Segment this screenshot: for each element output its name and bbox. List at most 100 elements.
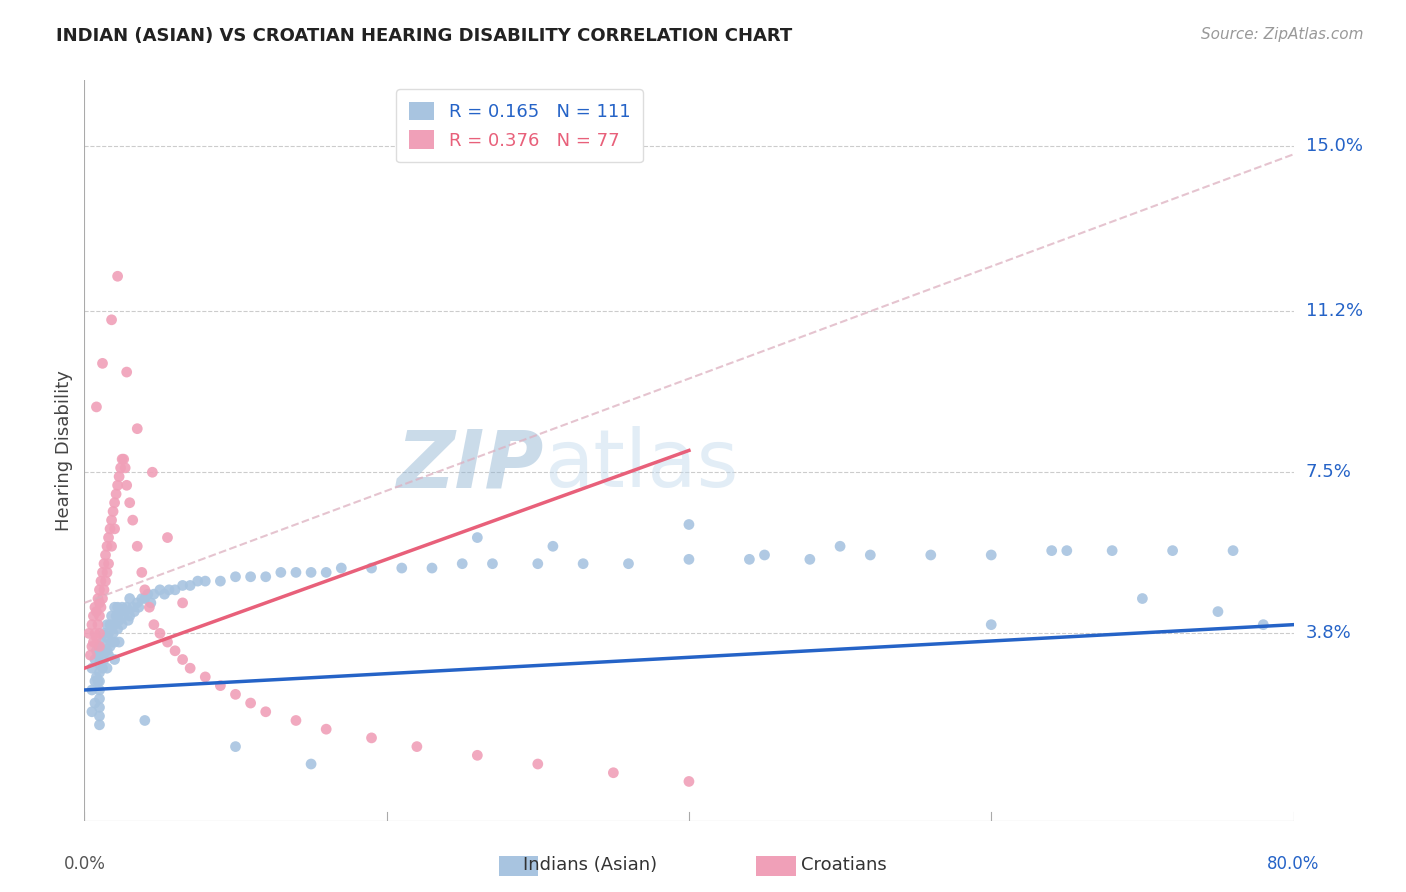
Point — [91, 591, 114, 606]
Point — [118, 609, 141, 624]
Point — [172, 652, 194, 666]
Point — [108, 469, 131, 483]
Point — [165, 644, 187, 658]
Point — [100, 539, 122, 553]
Point — [156, 635, 179, 649]
Point — [209, 574, 232, 588]
Point — [138, 600, 160, 615]
Point — [541, 539, 564, 553]
Point — [254, 705, 277, 719]
Point — [134, 591, 156, 606]
Point — [89, 665, 111, 680]
Point — [194, 670, 217, 684]
Point — [84, 696, 107, 710]
Point — [89, 657, 111, 671]
Point — [134, 714, 156, 728]
Point — [96, 631, 118, 645]
Point — [127, 539, 149, 553]
Point — [100, 609, 122, 624]
Point — [134, 582, 156, 597]
Point — [80, 617, 103, 632]
Point — [87, 674, 110, 689]
Point — [391, 561, 413, 575]
Point — [89, 609, 111, 624]
Point — [98, 640, 121, 654]
Point — [172, 578, 194, 592]
Point — [149, 626, 172, 640]
Point — [98, 522, 121, 536]
Point — [90, 574, 112, 588]
Point — [89, 700, 111, 714]
Point — [799, 552, 821, 566]
Point — [97, 557, 120, 571]
Point — [114, 605, 136, 619]
Point — [96, 661, 118, 675]
Point — [285, 714, 308, 728]
Point — [1206, 605, 1229, 619]
Point — [117, 613, 139, 627]
Point — [980, 617, 1002, 632]
Point — [572, 557, 595, 571]
Point — [80, 705, 103, 719]
Point — [128, 600, 150, 615]
Point — [754, 548, 776, 562]
Point — [105, 487, 128, 501]
Point — [104, 522, 127, 536]
Point — [225, 570, 247, 584]
Point — [94, 644, 117, 658]
Point — [86, 631, 108, 645]
Text: 7.5%: 7.5% — [1306, 463, 1351, 482]
Point — [91, 566, 114, 580]
Point — [1161, 543, 1184, 558]
Point — [96, 566, 118, 580]
Point — [179, 578, 201, 592]
Point — [84, 600, 107, 615]
Point — [108, 613, 131, 627]
Point — [467, 748, 489, 763]
Point — [360, 731, 382, 745]
Point — [1040, 543, 1063, 558]
Point — [139, 596, 162, 610]
Point — [97, 531, 120, 545]
Point — [89, 674, 111, 689]
Point — [859, 548, 882, 562]
Point — [87, 591, 110, 606]
Point — [127, 596, 149, 610]
Point — [980, 548, 1002, 562]
Point — [104, 635, 127, 649]
Point — [110, 605, 132, 619]
Text: Croatians: Croatians — [801, 856, 886, 874]
Point — [122, 605, 145, 619]
Point — [678, 774, 700, 789]
Point — [107, 269, 129, 284]
Point — [89, 718, 111, 732]
Point — [82, 609, 104, 624]
Point — [111, 452, 134, 467]
Point — [86, 605, 108, 619]
Point — [89, 709, 111, 723]
Point — [93, 582, 115, 597]
Point — [84, 652, 107, 666]
Text: Indians (Asian): Indians (Asian) — [523, 856, 658, 874]
Point — [142, 587, 165, 601]
Point — [104, 600, 127, 615]
Point — [114, 461, 136, 475]
Point — [738, 552, 761, 566]
Point — [107, 478, 129, 492]
Point — [360, 561, 382, 575]
Point — [91, 661, 114, 675]
Text: 80.0%: 80.0% — [1267, 855, 1320, 873]
Text: 0.0%: 0.0% — [63, 855, 105, 873]
Point — [1101, 543, 1123, 558]
Point — [101, 504, 124, 518]
Point — [86, 670, 108, 684]
Point — [165, 582, 187, 597]
Point — [89, 648, 111, 662]
Point — [451, 557, 474, 571]
Point — [481, 557, 503, 571]
Point — [153, 587, 176, 601]
Point — [121, 600, 143, 615]
Point — [678, 552, 700, 566]
Point — [187, 574, 209, 588]
Point — [239, 570, 262, 584]
